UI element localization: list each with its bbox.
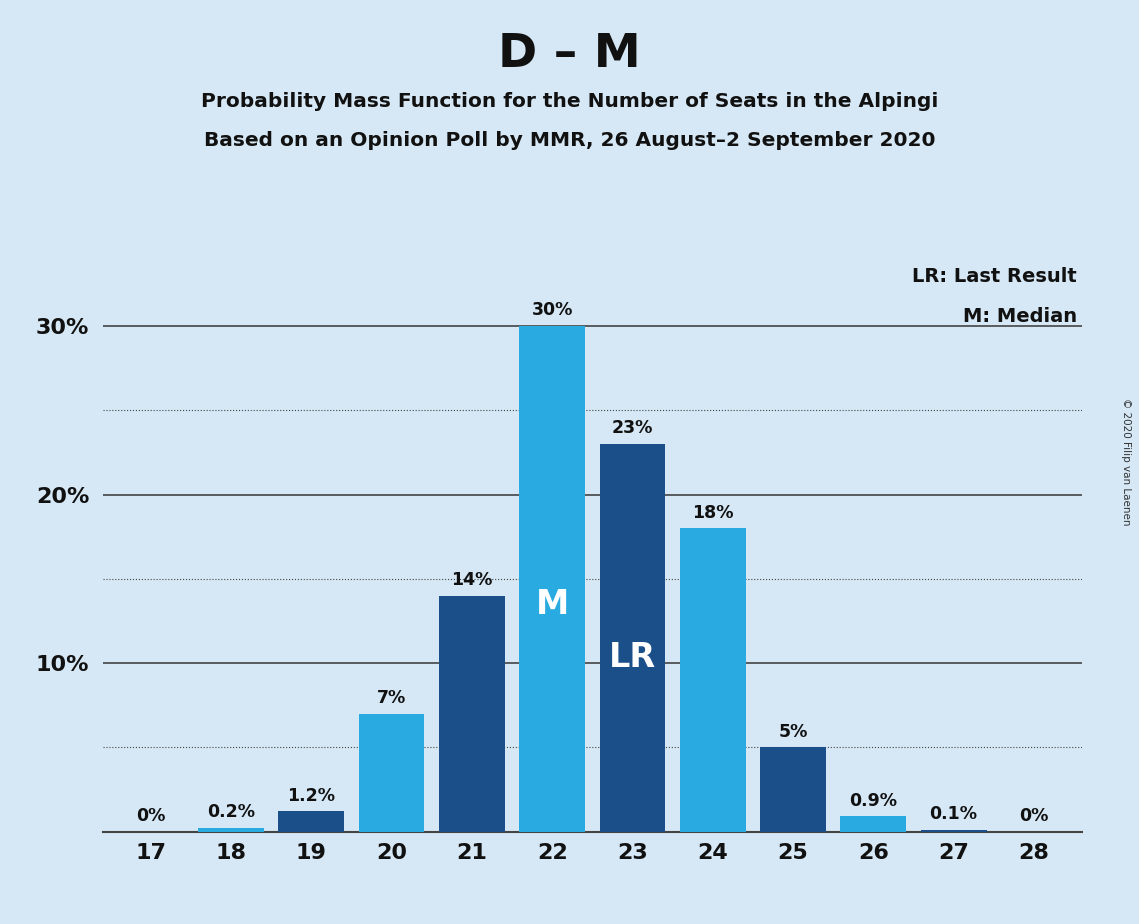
Text: 1.2%: 1.2% (287, 786, 335, 805)
Bar (439, 596, 505, 832)
Text: Probability Mass Function for the Number of Seats in the Alpingi: Probability Mass Function for the Number… (200, 92, 939, 112)
Text: M: Median: M: Median (964, 308, 1077, 326)
Text: 23%: 23% (612, 419, 653, 437)
Bar (519, 326, 585, 832)
Bar (760, 748, 826, 832)
Text: D – M: D – M (498, 32, 641, 78)
Bar (841, 817, 907, 832)
Bar (359, 713, 425, 832)
Bar (920, 830, 986, 832)
Text: 0.9%: 0.9% (850, 792, 898, 809)
Text: 0.1%: 0.1% (929, 805, 977, 823)
Text: 5%: 5% (778, 723, 808, 741)
Text: LR: LR (609, 640, 656, 674)
Bar (278, 811, 344, 832)
Text: 0%: 0% (1019, 807, 1049, 825)
Bar (599, 444, 665, 832)
Text: 0%: 0% (136, 807, 165, 825)
Text: 0.2%: 0.2% (207, 804, 255, 821)
Bar (680, 529, 746, 832)
Text: 18%: 18% (693, 504, 734, 521)
Text: LR: Last Result: LR: Last Result (912, 267, 1077, 286)
Bar (198, 828, 264, 832)
Text: Based on an Opinion Poll by MMR, 26 August–2 September 2020: Based on an Opinion Poll by MMR, 26 Augu… (204, 131, 935, 151)
Text: 14%: 14% (451, 571, 492, 589)
Text: 30%: 30% (532, 301, 573, 320)
Text: M: M (535, 588, 568, 621)
Text: 7%: 7% (377, 689, 407, 707)
Text: © 2020 Filip van Laenen: © 2020 Filip van Laenen (1121, 398, 1131, 526)
